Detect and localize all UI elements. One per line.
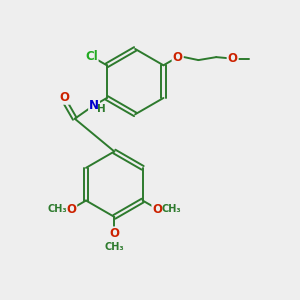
Text: O: O (109, 227, 119, 240)
Text: Cl: Cl (85, 50, 98, 63)
Text: N: N (89, 99, 99, 112)
Text: O: O (228, 52, 238, 65)
Text: CH₃: CH₃ (162, 204, 182, 214)
Text: O: O (59, 91, 69, 104)
Text: O: O (172, 51, 183, 64)
Text: O: O (66, 202, 76, 215)
Text: H: H (97, 104, 106, 114)
Text: CH₃: CH₃ (104, 242, 124, 252)
Text: CH₃: CH₃ (47, 204, 67, 214)
Text: O: O (152, 202, 162, 215)
